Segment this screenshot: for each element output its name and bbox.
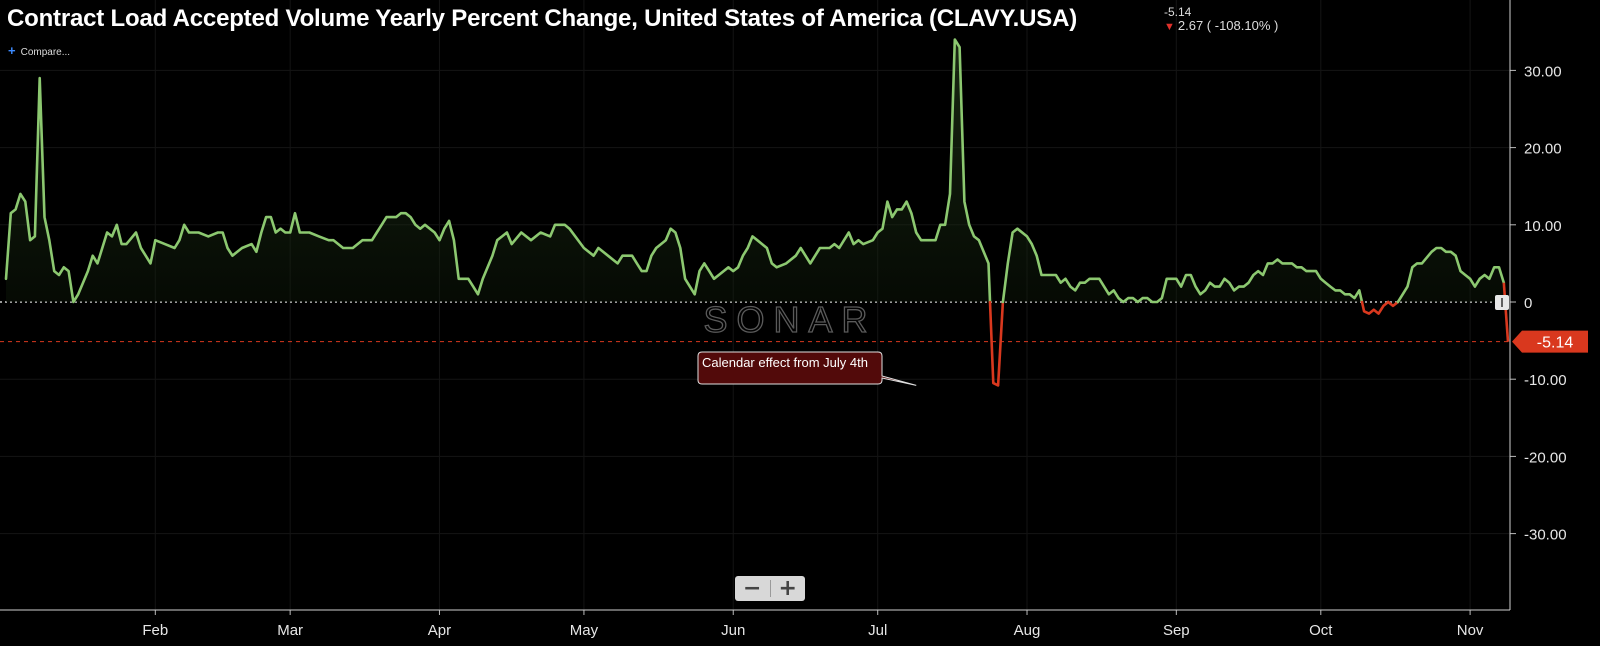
quote-summary: -5.14 ▼ 2.67 ( -108.10% ) [1164, 5, 1278, 34]
y-tick-label: 20.00 [1524, 141, 1562, 158]
annotation-text: Calendar effect from July 4th [702, 355, 868, 370]
x-tick-label: Jul [868, 622, 887, 639]
x-tick-label: Feb [142, 622, 168, 639]
series-line-negative [988, 300, 1005, 387]
y-tick-label: -20.00 [1524, 449, 1567, 466]
y-tick-label: -30.00 [1524, 527, 1567, 544]
x-tick-label: May [570, 622, 599, 639]
page-title: Contract Load Accepted Volume Yearly Per… [7, 5, 1078, 32]
zoom-in-button[interactable]: + [778, 576, 797, 601]
compare-label: Compare... [20, 47, 71, 58]
sonar-watermark: SONAR [703, 299, 876, 340]
y-tick-label: 30.00 [1524, 63, 1562, 80]
x-tick-label: Oct [1309, 622, 1333, 639]
series-line-positive [1001, 227, 1364, 304]
annotations: Calendar effect from July 4th [697, 351, 917, 386]
series-line-negative [1360, 300, 1390, 315]
arrow-down-icon: ▼ [1164, 21, 1175, 33]
x-tick-label: Aug [1014, 622, 1041, 639]
current-value-badge [1512, 330, 1588, 353]
change-value: 2.67 ( -108.10% ) [1177, 18, 1279, 33]
y-tick-label: 0 [1524, 295, 1532, 312]
x-tick-label: Sep [1163, 622, 1190, 639]
y-tick-label: 10.00 [1524, 218, 1562, 235]
compare-button[interactable]: + Compare... [8, 43, 70, 58]
series-area [6, 39, 1504, 303]
series-line-positive [4, 38, 992, 304]
series-line-negative [1386, 300, 1400, 308]
series [4, 38, 1510, 387]
y-tick-label: -10.00 [1524, 372, 1567, 389]
x-tick-label: Jun [721, 622, 745, 639]
x-tick-label: Mar [277, 622, 303, 639]
series-line-tail [1502, 282, 1510, 342]
plus-icon: + [8, 43, 16, 58]
series-line-positive [1396, 246, 1506, 304]
x-tick-label: Apr [428, 622, 451, 639]
zoom-out-button[interactable]: − [743, 576, 762, 601]
current-value-label: -5.14 [1537, 335, 1574, 352]
last-value: -5.14 [1164, 5, 1192, 19]
zoom-control: − + [735, 576, 805, 601]
x-tick-label: Nov [1457, 622, 1484, 639]
zoom-divider [769, 580, 771, 597]
annotation-callout [697, 351, 917, 386]
